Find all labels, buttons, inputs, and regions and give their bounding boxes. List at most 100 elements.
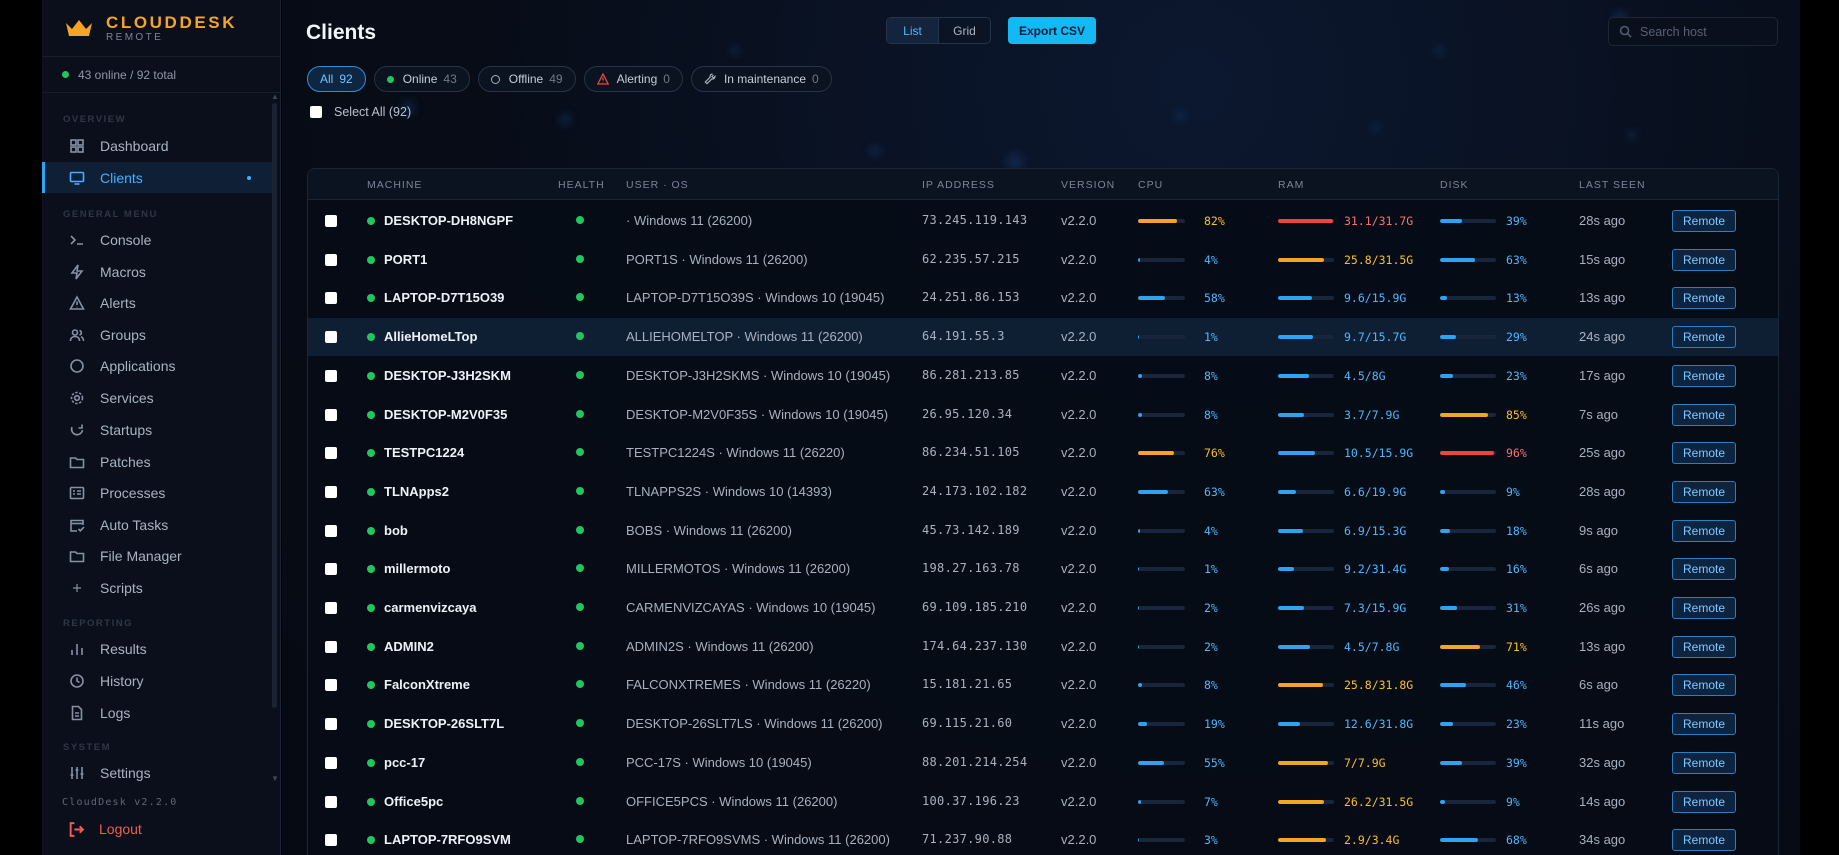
sidebar-scrollbar[interactable] (272, 103, 277, 708)
sidebar-item-auto-tasks[interactable]: Auto Tasks (42, 509, 272, 540)
remote-button[interactable]: Remote (1672, 751, 1736, 774)
view-list-button[interactable]: List (887, 18, 939, 43)
view-grid-button[interactable]: Grid (953, 23, 976, 38)
sidebar-item-alerts[interactable]: Alerts (42, 287, 272, 318)
table-row[interactable]: Office5pc OFFICE5PCS · Windows 11 (26200)… (308, 783, 1778, 821)
sidebar-item-console[interactable]: Console (42, 224, 272, 255)
machine-name[interactable]: ADMIN2 (384, 638, 434, 654)
machine-name[interactable]: PORT1 (384, 251, 428, 267)
table-row[interactable]: AllieHomeLTop ALLIEHOMELTOP · Windows 11 … (308, 318, 1778, 357)
remote-button[interactable]: Remote (1672, 519, 1736, 542)
row-checkbox[interactable] (325, 834, 337, 847)
row-checkbox[interactable] (325, 485, 337, 498)
table-row[interactable]: PORT1 PORT1S · Windows 11 (26200) 62.235.5… (308, 241, 1778, 279)
row-checkbox[interactable] (325, 718, 337, 731)
column-header-disk[interactable]: DISK (1440, 179, 1469, 191)
sidebar-item-applications[interactable]: Applications (42, 350, 272, 381)
sidebar-item-macros[interactable]: Macros (42, 256, 272, 287)
filter-alerting[interactable]: Alerting 0 (583, 66, 683, 92)
table-row[interactable]: DESKTOP-26SLT7L DESKTOP-26SLT7LS · Window… (308, 705, 1778, 743)
table-row[interactable]: carmenvizcaya CARMENVIZCAYAS · Windows 10… (308, 589, 1778, 627)
sidebar-item-logs[interactable]: Logs (42, 697, 272, 728)
machine-name[interactable]: FalconXtreme (384, 677, 470, 693)
scroll-up-icon[interactable]: ▲ (271, 92, 279, 101)
remote-button[interactable]: Remote (1672, 480, 1736, 503)
machine-name[interactable]: millermoto (384, 561, 451, 577)
sidebar-item-services[interactable]: Services (42, 382, 272, 413)
remote-button[interactable]: Remote (1672, 442, 1736, 465)
column-header-health[interactable]: HEALTH (558, 179, 605, 191)
remote-button[interactable]: Remote (1672, 403, 1736, 426)
sidebar-item-settings[interactable]: Settings (42, 757, 272, 788)
remote-button[interactable]: Remote (1672, 713, 1736, 736)
search-input[interactable] (1640, 24, 1770, 39)
sidebar-item-history[interactable]: History (42, 665, 272, 696)
remote-button[interactable]: Remote (1672, 558, 1736, 581)
select-all-checkbox[interactable] (310, 106, 322, 118)
table-row[interactable]: millermoto MILLERMOTOS · Windows 11 (2620… (308, 550, 1778, 588)
remote-button[interactable]: Remote (1672, 364, 1736, 387)
machine-name[interactable]: TESTPC1224 (384, 445, 465, 461)
table-row[interactable]: LAPTOP-D7T15O39 LAPTOP-D7T15O39S · Window… (308, 279, 1778, 317)
row-checkbox[interactable] (325, 292, 337, 305)
column-header-last-seen[interactable]: LAST SEEN (1579, 179, 1646, 191)
filter-maintenance[interactable]: In maintenance 0 (690, 66, 832, 92)
remote-button[interactable]: Remote (1672, 248, 1736, 271)
remote-button[interactable]: Remote (1672, 674, 1736, 697)
table-row[interactable]: DESKTOP-J3H2SKM DESKTOP-J3H2SKMS · Window… (308, 357, 1778, 395)
row-checkbox[interactable] (325, 253, 337, 266)
row-checkbox[interactable] (325, 408, 337, 421)
row-checkbox[interactable] (325, 640, 337, 653)
machine-name[interactable]: DESKTOP-26SLT7L (384, 716, 505, 732)
table-row[interactable]: pcc-17 PCC-17S · Windows 10 (19045) 88.201… (308, 744, 1778, 782)
table-row[interactable]: DESKTOP-M2V0F35 DESKTOP-M2V0F35S · Window… (308, 396, 1778, 434)
machine-name[interactable]: LAPTOP-7RFO9SVM (384, 832, 511, 848)
table-row[interactable]: bob BOBS · Windows 11 (26200) 45.73.142.18… (308, 512, 1778, 550)
remote-button[interactable]: Remote (1672, 829, 1736, 852)
row-checkbox[interactable] (325, 215, 337, 227)
machine-name[interactable]: pcc-17 (384, 754, 426, 770)
row-checkbox[interactable] (325, 369, 337, 382)
sidebar-item-results[interactable]: Results (42, 633, 272, 664)
remote-button[interactable]: Remote (1672, 635, 1736, 658)
scroll-down-icon[interactable]: ▼ (271, 774, 279, 783)
table-row[interactable]: LAPTOP-7RFO9SVM LAPTOP-7RFO9SVMS · Window… (308, 821, 1778, 855)
machine-name[interactable]: carmenvizcaya (384, 600, 477, 615)
sidebar-item-patches[interactable]: Patches (42, 446, 272, 477)
table-row[interactable]: TESTPC1224 TESTPC1224S · Windows 11 (2622… (308, 434, 1778, 472)
column-header-machine[interactable]: MACHINE (367, 179, 423, 191)
table-row[interactable]: FalconXtreme FALCONXTREMES · Windows 11 (… (308, 666, 1778, 704)
table-row[interactable]: DESKTOP-DH8NGPF · Windows 11 (26200) 73.24… (308, 202, 1778, 240)
logout-button[interactable]: Logout (42, 814, 272, 844)
machine-name[interactable]: bob (384, 522, 408, 538)
row-checkbox[interactable] (325, 447, 337, 460)
machine-name[interactable]: Office5pc (384, 793, 444, 809)
sidebar-item-processes[interactable]: Processes (42, 477, 272, 508)
column-header-version[interactable]: VERSION (1061, 179, 1116, 191)
machine-name[interactable]: TLNApps2 (384, 483, 449, 499)
sidebar-item-startups[interactable]: Startups (42, 414, 272, 445)
table-row[interactable]: ADMIN2 ADMIN2S · Windows 11 (26200) 174.64… (308, 628, 1778, 666)
sidebar-item-file-manager[interactable]: File Manager (42, 540, 272, 571)
filter-offline[interactable]: Offline 49 (477, 66, 576, 92)
column-header-cpu[interactable]: CPU (1138, 179, 1164, 191)
machine-name[interactable]: AllieHomeLTop (384, 329, 478, 345)
remote-button[interactable]: Remote (1672, 597, 1736, 619)
remote-button[interactable]: Remote (1672, 287, 1736, 310)
sidebar-item-clients[interactable]: Clients (42, 162, 272, 193)
column-header-user-os[interactable]: USER · OS (626, 179, 689, 191)
filter-all[interactable]: All 92 (307, 66, 366, 92)
sidebar-item-dashboard[interactable]: Dashboard (42, 130, 272, 161)
filter-online[interactable]: Online 43 (373, 66, 470, 92)
row-checkbox[interactable] (325, 602, 337, 614)
row-checkbox[interactable] (325, 795, 337, 808)
machine-name[interactable]: DESKTOP-DH8NGPF (384, 213, 514, 228)
row-checkbox[interactable] (325, 331, 337, 344)
sidebar-item-groups[interactable]: Groups (42, 319, 272, 350)
remote-button[interactable]: Remote (1672, 326, 1736, 349)
column-header-ram[interactable]: RAM (1278, 179, 1305, 191)
row-checkbox[interactable] (325, 756, 337, 769)
machine-name[interactable]: DESKTOP-J3H2SKM (384, 367, 511, 383)
remote-button[interactable]: Remote (1672, 790, 1736, 813)
remote-button[interactable]: Remote (1672, 210, 1736, 232)
